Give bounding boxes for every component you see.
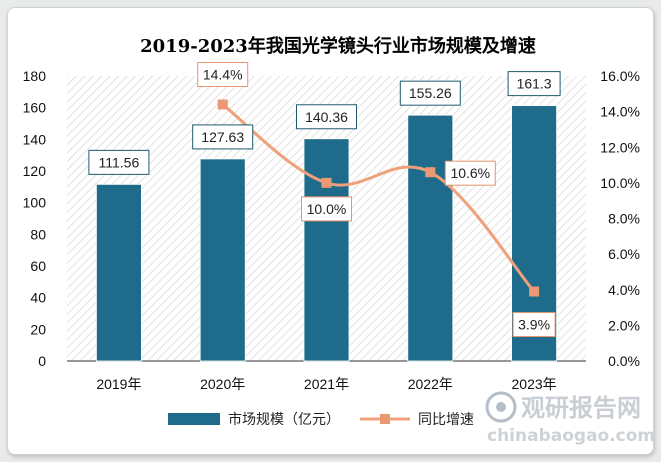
- x-tick-label: 2020年: [200, 376, 245, 392]
- growth-line: [221, 103, 536, 293]
- bar-label-box: [88, 149, 150, 175]
- y-left-tick-label: 180: [23, 68, 47, 84]
- y-left-tick-label: 100: [23, 195, 47, 211]
- y-left-tick-label: 120: [23, 163, 47, 179]
- bar-data-labels: 111.56 127.63 140.36 155.26 161.3: [88, 71, 561, 175]
- watermark: 观研报告网 chinabaogao.com: [485, 391, 653, 446]
- y-axis-left: 0 20 40 60 80 100 120 140 160 180: [23, 68, 47, 369]
- bar-label-box: [399, 80, 461, 106]
- x-tick-label: 2021年: [304, 376, 349, 392]
- bar-label-box: [192, 124, 254, 150]
- y-right-tick-label: 14.0%: [600, 104, 640, 120]
- line-label: 3.9%: [518, 317, 550, 333]
- watermark-brand: 观研报告网: [521, 394, 641, 422]
- y-left-tick-label: 60: [30, 258, 46, 274]
- legend-swatch-bar: [168, 413, 220, 425]
- y-right-tick-label: 0.0%: [608, 353, 640, 369]
- x-axis: 2019年 2020年 2021年 2022年 2023年: [96, 376, 556, 392]
- line-marker: [529, 286, 540, 297]
- bar-label: 155.26: [409, 85, 452, 101]
- bar: [303, 138, 350, 362]
- legend-label-bar: 市场规模（亿元）: [228, 411, 340, 428]
- x-tick-label: 2022年: [408, 376, 453, 392]
- y-right-tick-label: 8.0%: [608, 211, 640, 227]
- legend-label-line: 同比增速: [418, 412, 474, 428]
- y-right-tick-label: 4.0%: [608, 282, 640, 298]
- line-series: [217, 99, 540, 297]
- y-left-tick-label: 40: [30, 290, 46, 306]
- watermark-url: chinabaogao.com: [487, 426, 653, 446]
- line-label-box: [197, 62, 249, 87]
- line-label: 10.6%: [450, 165, 490, 181]
- bar-label: 111.56: [99, 154, 140, 170]
- line-label-box: [301, 196, 352, 222]
- bar-label: 140.36: [305, 109, 348, 125]
- bar: [199, 158, 246, 362]
- chart-title: 2019-2023年我国光学镜头行业市场规模及增速: [140, 35, 536, 57]
- y-right-tick-label: 12.0%: [600, 139, 640, 155]
- y-left-tick-label: 80: [30, 226, 46, 242]
- y-axis-right: 0.0% 2.0% 4.0% 6.0% 8.0% 10.0% 12.0% 14.0% 16.0%: [600, 68, 640, 369]
- y-right-tick-label: 16.0%: [600, 68, 640, 84]
- y-left-tick-label: 0: [38, 353, 46, 369]
- y-right-tick-label: 10.0%: [600, 175, 640, 191]
- y-left-tick-label: 140: [23, 131, 47, 147]
- bar-label: 161.3: [517, 76, 552, 92]
- x-tick-label: 2023年: [512, 376, 557, 392]
- bar-series: [96, 105, 558, 362]
- watermark-logo-icon: [485, 391, 517, 423]
- bar: [407, 114, 454, 362]
- line-marker: [425, 167, 436, 178]
- line-data-labels: 14.4% 10.0% 10.6% 3.9%: [197, 62, 556, 338]
- chart-card: 2019-2023年我国光学镜头行业市场规模及增速 0 20 40 60 80 100 12…: [7, 7, 654, 455]
- x-tick-label: 2019年: [96, 376, 141, 392]
- line-marker: [321, 177, 332, 188]
- line-label: 14.4%: [203, 67, 243, 83]
- y-left-tick-label: 20: [30, 321, 46, 337]
- y-right-tick-label: 2.0%: [608, 317, 640, 333]
- line-label-box: [512, 312, 556, 338]
- line-label-box: [444, 160, 496, 186]
- line-marker: [217, 99, 228, 110]
- y-left-tick-label: 160: [23, 100, 47, 116]
- line-label: 10.0%: [307, 201, 347, 217]
- bar-label-box: [296, 104, 357, 130]
- bar-label-box: [507, 71, 561, 97]
- bar: [96, 183, 142, 362]
- legend-swatch-marker: [380, 414, 390, 424]
- legend: 市场规模（亿元） 同比增速: [168, 411, 474, 428]
- chart-svg: 2019-2023年我国光学镜头行业市场规模及增速 0 20 40 60 80 100 12…: [23, 35, 653, 446]
- y-right-tick-label: 6.0%: [608, 246, 640, 262]
- bar-label: 127.63: [201, 129, 244, 145]
